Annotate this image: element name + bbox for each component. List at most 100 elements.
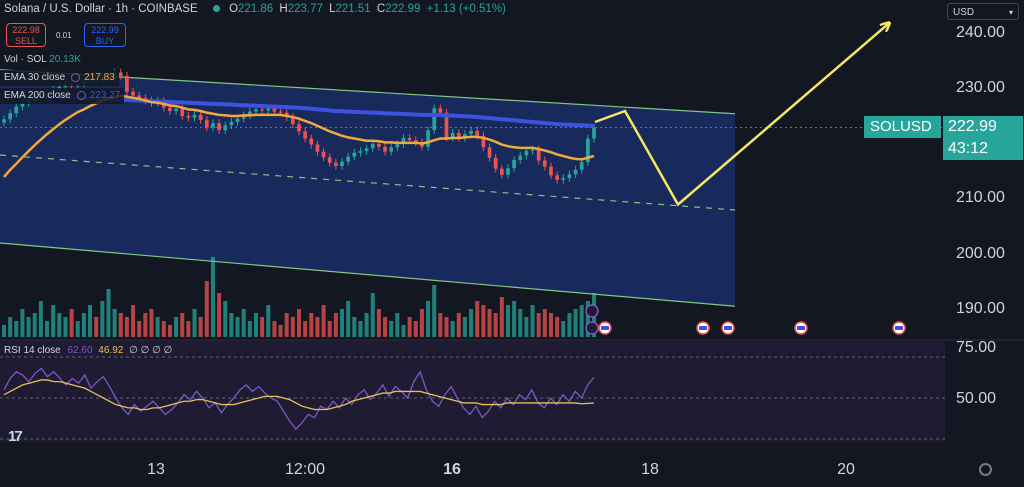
volume-bar xyxy=(20,309,25,337)
candle xyxy=(131,91,135,96)
volume-bar xyxy=(358,321,363,337)
channel-upper-line xyxy=(0,69,736,115)
x-tick-label: 13 xyxy=(147,461,165,478)
buy-button[interactable]: 222.99 BUY xyxy=(84,23,126,47)
legend-ema30-label: EMA 30 close xyxy=(4,72,66,83)
candle xyxy=(204,119,209,128)
volume-bar xyxy=(297,309,301,337)
volume-bar xyxy=(303,321,308,337)
volume-bar xyxy=(542,309,547,337)
candle xyxy=(297,124,301,132)
legend-ema200-value: 223.27 xyxy=(89,90,121,101)
legend-ema200[interactable]: EMA 200 close 223.27 xyxy=(0,88,125,104)
legend-rsi[interactable]: RSI 14 close 62.60 46.92 ∅ ∅ ∅ ∅ xyxy=(4,345,172,356)
sell-price: 222.98 xyxy=(12,25,40,35)
us-flag-icon xyxy=(601,326,609,330)
volume-bar xyxy=(450,321,455,337)
spread-value: 0.01 xyxy=(56,31,72,40)
rsi-tick-label: 75.00 xyxy=(956,339,997,356)
volume-bar xyxy=(462,317,467,337)
volume-bars xyxy=(2,257,596,337)
last-price: 222.99 xyxy=(948,118,997,135)
legend-volume-label: Vol · SOL xyxy=(4,54,47,65)
volume-bar xyxy=(438,313,443,337)
candle xyxy=(542,160,547,167)
volume-bar xyxy=(364,313,369,337)
candle xyxy=(592,127,596,139)
volume-bar xyxy=(217,293,222,337)
candle xyxy=(346,156,351,162)
volume-bar xyxy=(260,317,265,337)
visibility-icon[interactable] xyxy=(71,72,81,82)
us-flag-icon xyxy=(895,326,903,330)
candle xyxy=(512,159,516,169)
x-tick-label: 18 xyxy=(641,461,659,478)
volume-bar xyxy=(579,305,584,337)
legend-rsi-label: RSI 14 close xyxy=(4,345,61,356)
volume-bar xyxy=(561,321,566,337)
volume-bar xyxy=(383,317,388,337)
volume-bar xyxy=(567,313,572,337)
legend-ema30[interactable]: EMA 30 close 217.83 xyxy=(0,70,119,86)
symbol-title[interactable]: Solana / U.S. Dollar · 1h · COINBASE xyxy=(4,3,198,15)
volume-bar xyxy=(63,317,68,337)
candle xyxy=(549,166,553,176)
volume-bar xyxy=(389,321,394,337)
candle xyxy=(364,148,369,152)
volume-bar xyxy=(143,313,148,337)
volume-bar xyxy=(192,309,197,337)
chart-header: Solana / U.S. Dollar · 1h · COINBASE O22… xyxy=(4,3,509,15)
candle xyxy=(217,123,221,131)
volume-bar xyxy=(174,317,179,337)
channel-mid-line xyxy=(0,154,736,211)
x-tick-label: 20 xyxy=(837,461,855,478)
volume-bar xyxy=(272,321,277,337)
candle xyxy=(407,137,412,141)
legend-volume[interactable]: Vol · SOL 20.13K xyxy=(0,52,85,68)
currency-select[interactable]: USD ▾ xyxy=(947,3,1019,20)
volume-bar xyxy=(505,305,510,337)
settings-icon[interactable] xyxy=(979,463,992,476)
candle xyxy=(223,125,228,131)
volume-bar xyxy=(530,305,535,337)
volume-bar xyxy=(45,321,50,337)
projection-arrow[interactable] xyxy=(594,24,888,207)
volume-bar xyxy=(499,297,504,337)
volume-bar xyxy=(426,301,431,337)
volume-bar xyxy=(327,321,332,337)
event-markers[interactable] xyxy=(585,304,906,335)
bar-countdown: 43:12 xyxy=(948,140,989,157)
candle xyxy=(291,117,295,125)
volume-bar xyxy=(81,313,86,337)
volume-bar xyxy=(131,305,136,337)
volume-bar xyxy=(469,309,474,337)
rsi-tick-label: 50.00 xyxy=(956,390,997,407)
candle xyxy=(309,138,314,145)
last-price-box: 222.99 43:12 xyxy=(943,116,1023,160)
sell-button[interactable]: 222.98 SELL xyxy=(6,23,46,47)
close-label: C xyxy=(376,3,386,15)
volume-bar xyxy=(229,313,234,337)
candle xyxy=(211,123,215,128)
volume-bar xyxy=(112,309,117,337)
visibility-icon[interactable] xyxy=(76,90,86,100)
high-label: H xyxy=(279,3,288,15)
volume-bar xyxy=(247,321,252,337)
candle xyxy=(413,140,418,143)
volume-bar xyxy=(198,317,203,337)
volume-bar xyxy=(223,301,228,337)
candle xyxy=(8,113,12,120)
volume-bar xyxy=(26,317,31,337)
candle xyxy=(518,155,523,160)
volume-bar xyxy=(235,317,240,337)
candle xyxy=(536,149,541,161)
change-value: +1.13 (+0.51%) xyxy=(426,3,506,15)
volume-bar xyxy=(444,317,449,337)
volume-bar xyxy=(137,321,142,337)
candle xyxy=(487,147,492,158)
volume-bar xyxy=(524,317,529,337)
volume-bar xyxy=(69,309,74,337)
volume-bar xyxy=(32,313,37,337)
legend-volume-value: 20.13K xyxy=(49,54,81,65)
